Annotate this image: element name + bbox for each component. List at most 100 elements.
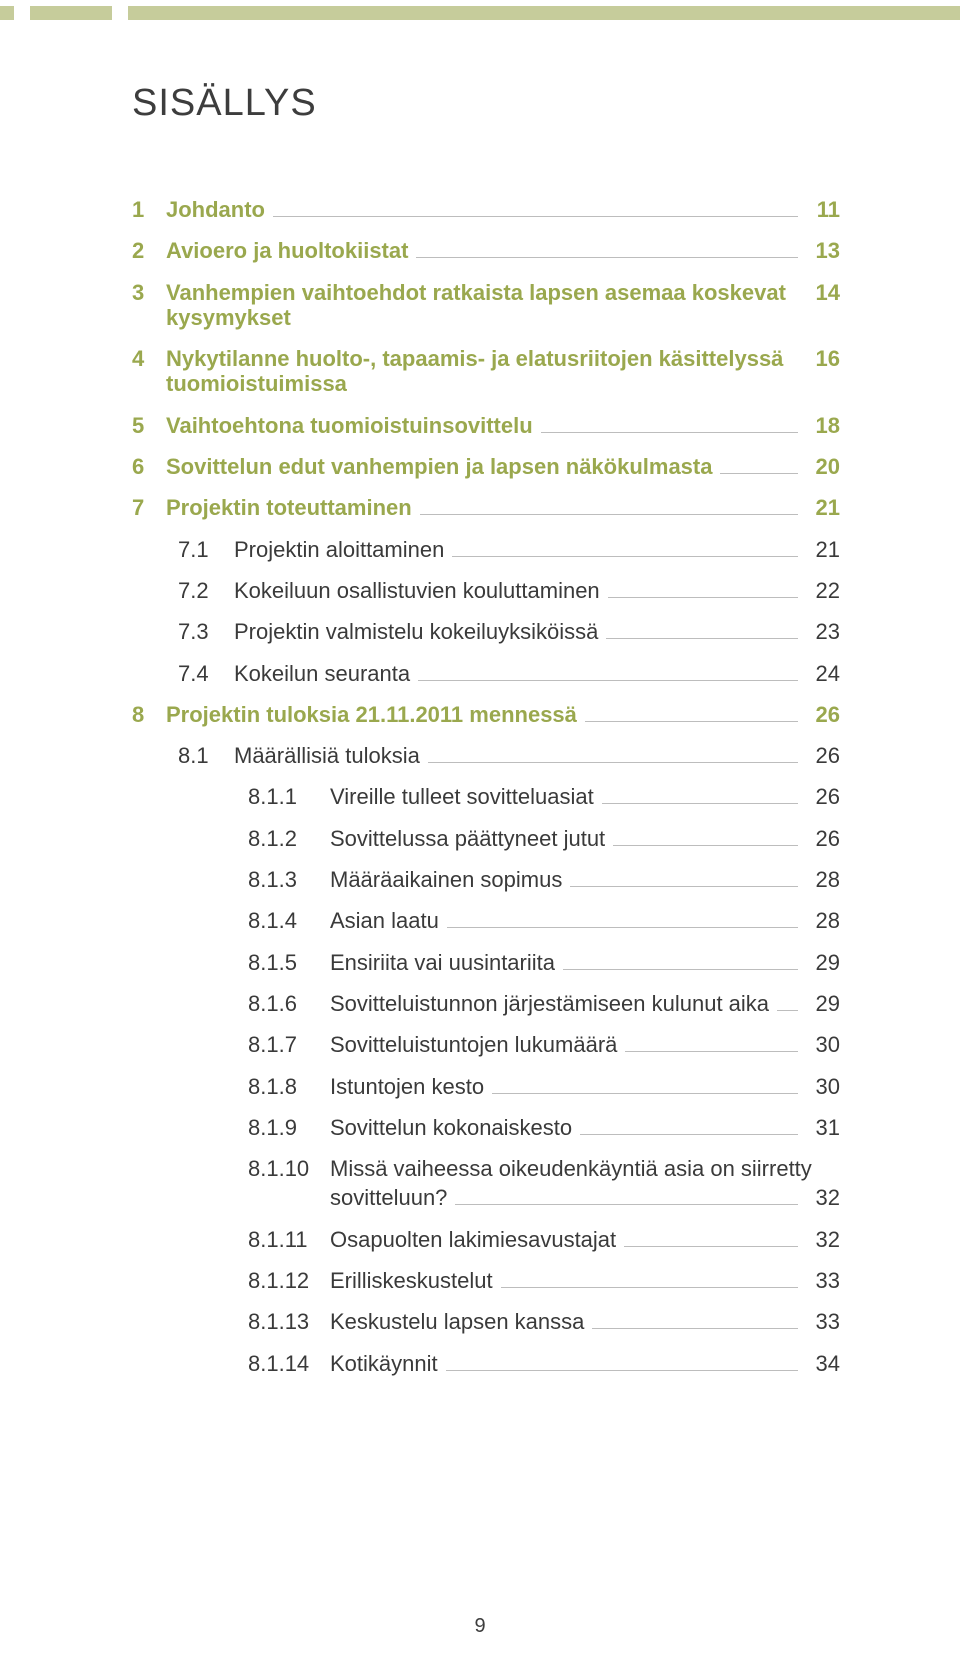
toc-entry-number: 8.1 [178, 743, 234, 768]
toc-entry-label: Vireille tulleet sovitteluasiat [330, 784, 594, 809]
toc-leader-line [592, 1312, 798, 1330]
toc-entry: 8.1.7Sovitteluistuntojen lukumäärä30 [132, 1032, 840, 1057]
toc-entry-label: Sovittelun kokonaiskesto [330, 1115, 572, 1140]
toc-entry-number: 7.4 [178, 661, 234, 686]
toc-entry-page: 31 [806, 1115, 840, 1140]
toc-entry-label: Vaihtoehtona tuomioistuinsovittelu [166, 413, 533, 438]
toc-entry-page: 28 [806, 867, 840, 892]
toc-leader-line [541, 415, 798, 433]
toc-leader-line [418, 663, 798, 681]
toc-entry-page: 29 [806, 991, 840, 1016]
toc-entry: 5Vaihtoehtona tuomioistuinsovittelu 18 [132, 413, 840, 438]
toc-leader-line [602, 787, 798, 805]
toc-entry: 8Projektin tuloksia 21.11.2011 mennessä2… [132, 702, 840, 727]
toc-entry-page: 20 [806, 454, 840, 479]
toc-entry: 1Johdanto 11 [132, 197, 840, 222]
toc-entry-page: 34 [806, 1351, 840, 1376]
toc-entry-page: 11 [806, 197, 840, 222]
toc-entry-label: Kotikäynnit [330, 1351, 438, 1376]
toc-entry: 8.1.3Määräaikainen sopimus 28 [132, 867, 840, 892]
toc-entry-number: 6 [132, 454, 166, 479]
toc-entry: 8.1.9Sovittelun kokonaiskesto 31 [132, 1115, 840, 1140]
toc-entry-page: 26 [806, 743, 840, 768]
toc-entry-number: 7.3 [178, 619, 234, 644]
toc-entry-number: 8 [132, 702, 166, 727]
toc-entry-label: Johdanto [166, 197, 265, 222]
toc-entry-page: 33 [806, 1309, 840, 1334]
toc-entry-label: Sovittelussa päättyneet jutut [330, 826, 605, 851]
toc-leader-line [455, 1188, 798, 1206]
toc-entry-page: 26 [806, 826, 840, 851]
toc-leader-line [416, 241, 798, 259]
toc-entry-page: 14 [806, 280, 840, 305]
toc-entry: 8.1.1Vireille tulleet sovitteluasiat 26 [132, 784, 840, 809]
header-bars [0, 6, 960, 20]
toc-entry-number: 8.1.5 [248, 950, 330, 975]
toc-entry-number: 7.1 [178, 537, 234, 562]
toc-leader-line [452, 539, 798, 557]
toc-entry-number: 8.1.3 [248, 867, 330, 892]
toc-entry-label: Projektin toteuttaminen [166, 495, 412, 520]
toc-entry-label: Projektin tuloksia 21.11.2011 mennessä [166, 702, 577, 727]
toc-entry-number: 8.1.7 [248, 1032, 330, 1057]
toc-leader-line [273, 199, 798, 217]
toc-entry-label: Erilliskeskustelut [330, 1268, 493, 1293]
toc-entry-number: 8.1.14 [248, 1351, 330, 1376]
toc-entry: 8.1.10Missä vaiheessa oikeudenkäyntiä as… [132, 1156, 840, 1181]
toc-entry: 7.2Kokeiluun osallistuvien kouluttaminen… [132, 578, 840, 603]
toc-entry-number: 8.1.9 [248, 1115, 330, 1140]
toc-entry-number [248, 1185, 330, 1210]
toc-entry-label: Asian laatu [330, 908, 439, 933]
toc-entry-page: 18 [806, 413, 840, 438]
toc-leader-line [570, 869, 798, 887]
toc-entry-number: 8.1.11 [248, 1227, 330, 1252]
toc-leader-line [420, 498, 798, 516]
toc-entry-page: 13 [806, 238, 840, 263]
toc-entry: 4Nykytilanne huolto-, tapaamis- ja elatu… [132, 346, 840, 397]
toc-leader-line [446, 1353, 798, 1371]
toc-entry-number: 3 [132, 280, 166, 305]
toc-leader-line [606, 622, 798, 640]
toc-entry-number: 8.1.12 [248, 1268, 330, 1293]
toc-entry-number: 8.1.1 [248, 784, 330, 809]
toc-entry-label: Sovitteluistunnon järjestämiseen kulunut… [330, 991, 769, 1016]
toc-entry-page: 32 [806, 1185, 840, 1210]
toc-entry-page: 23 [806, 619, 840, 644]
toc-entry: 8.1.2Sovittelussa päättyneet jutut26 [132, 826, 840, 851]
toc-entry-number: 7.2 [178, 578, 234, 603]
toc-entry-label: Vanhempien vaihtoehdot ratkaista lapsen … [166, 280, 790, 331]
toc-entry-page: 21 [806, 537, 840, 562]
toc-entry-number: 7 [132, 495, 166, 520]
toc-leader-line [625, 1035, 798, 1053]
toc-entry-page: 26 [806, 784, 840, 809]
toc-entry-label: Määrällisiä tuloksia [234, 743, 420, 768]
toc-entry-number: 5 [132, 413, 166, 438]
toc-entry-label: Projektin valmistelu kokeiluyksiköissä [234, 619, 598, 644]
toc-entry-number: 8.1.6 [248, 991, 330, 1016]
toc-entry: 8.1.12Erilliskeskustelut 33 [132, 1268, 840, 1293]
toc-entry: 6Sovittelun edut vanhempien ja lapsen nä… [132, 454, 840, 479]
toc-entry-number: 1 [132, 197, 166, 222]
toc-entry-label: Määräaikainen sopimus [330, 867, 562, 892]
toc-entry-page: 22 [806, 578, 840, 603]
toc-leader-line [563, 952, 798, 970]
toc-leader-line [501, 1270, 798, 1288]
toc-entry-label: Kokeilun seuranta [234, 661, 410, 686]
toc-entry-label: Nykytilanne huolto-, tapaamis- ja elatus… [166, 346, 790, 397]
page-number: 9 [0, 1615, 960, 1638]
toc-entry-page: 21 [806, 495, 840, 520]
toc-leader-line [428, 746, 798, 764]
header-bar-segment [0, 6, 14, 20]
toc-entry: 7.1Projektin aloittaminen21 [132, 537, 840, 562]
toc-leader-line [720, 456, 798, 474]
toc-entry: 8.1.13Keskustelu lapsen kanssa33 [132, 1309, 840, 1334]
toc-leader-line [624, 1229, 798, 1247]
header-bar-segment [128, 6, 960, 20]
toc-entry: 8.1.11Osapuolten lakimiesavustajat32 [132, 1227, 840, 1252]
toc-leader-line [613, 828, 798, 846]
toc-entry-label: Sovittelun edut vanhempien ja lapsen näk… [166, 454, 712, 479]
toc-entry-page: 33 [806, 1268, 840, 1293]
toc-leader-line [447, 911, 798, 929]
table-of-contents: 1Johdanto112Avioero ja huoltokiistat133V… [132, 197, 840, 1376]
toc-entry-label: Kokeiluun osallistuvien kouluttaminen [234, 578, 600, 603]
